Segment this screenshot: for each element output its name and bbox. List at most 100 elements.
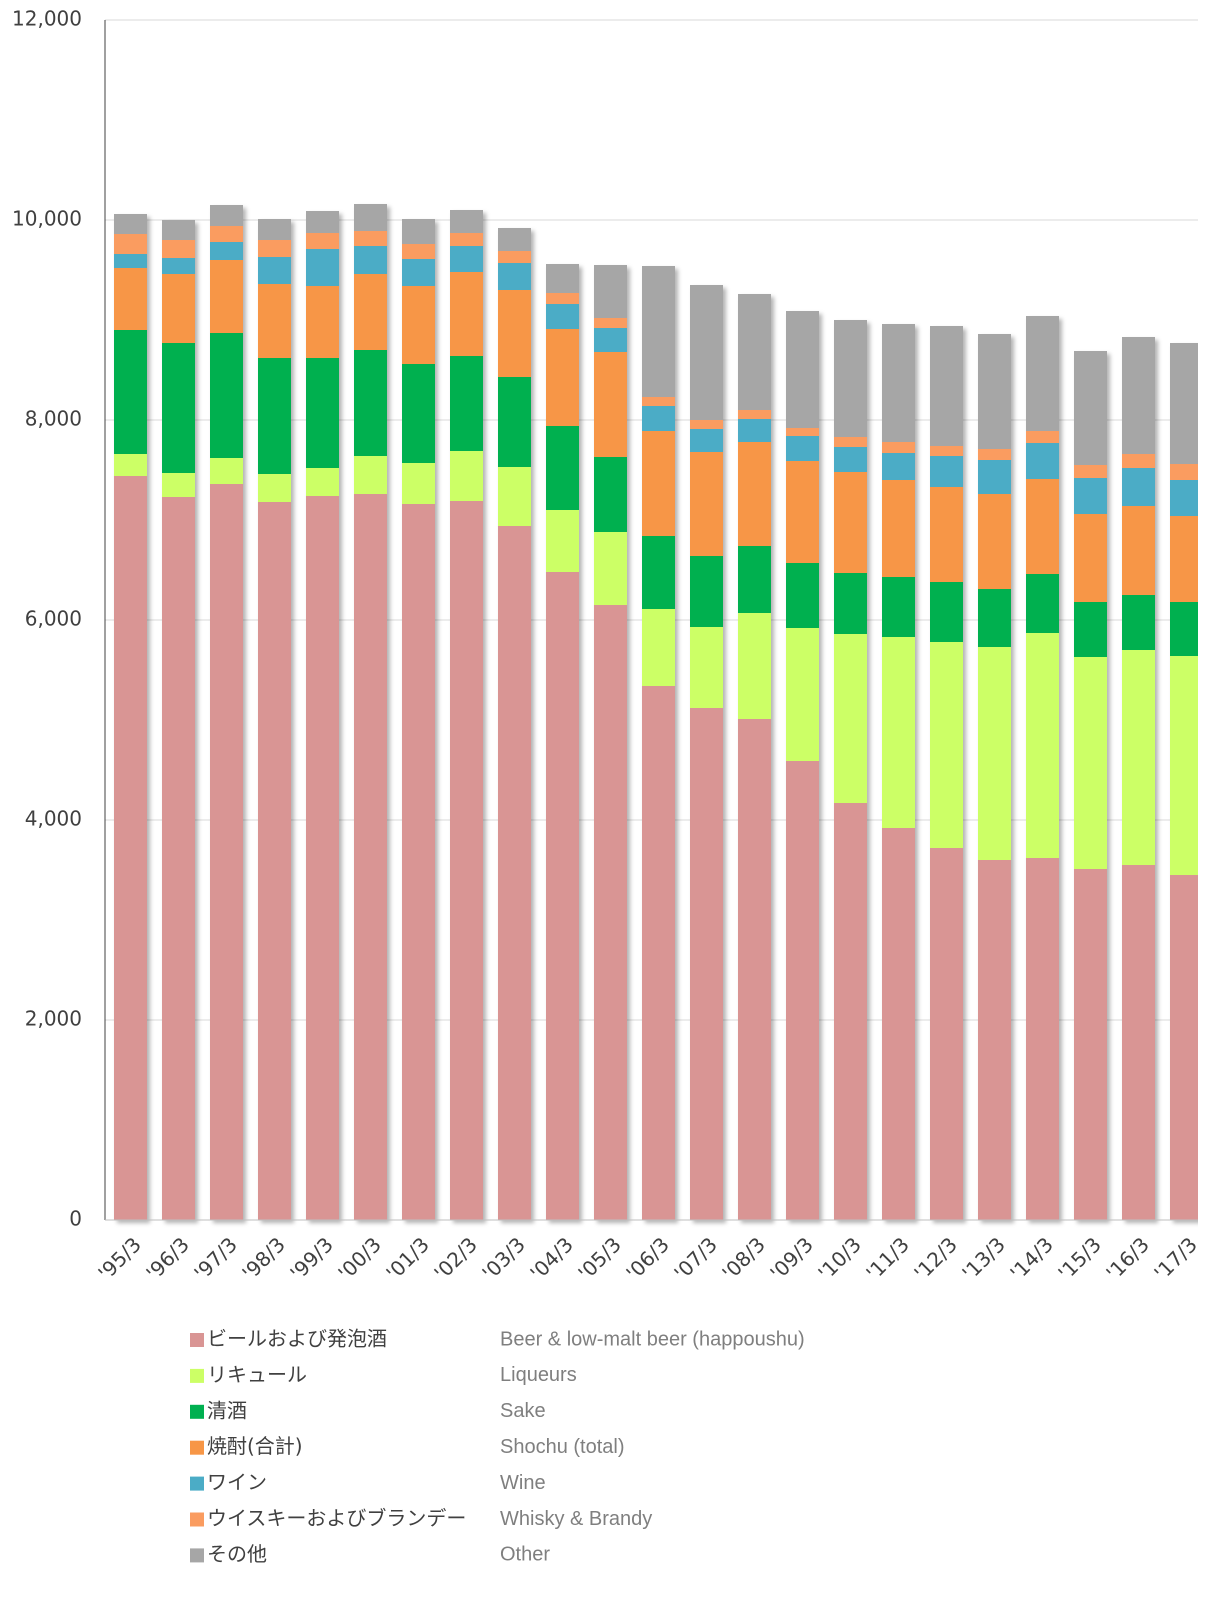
bar-segment	[882, 577, 915, 637]
bar-segment	[258, 284, 291, 358]
bar-segment	[642, 536, 675, 609]
bar-segment	[258, 219, 291, 240]
bar-stack	[402, 219, 435, 1220]
x-tick-label: '00/3	[333, 1232, 386, 1285]
bar-segment	[978, 589, 1011, 647]
bar-segment	[210, 333, 243, 458]
bar-segment	[1122, 595, 1155, 650]
bar-segment	[1074, 602, 1107, 657]
bar-segment	[690, 420, 723, 429]
bar-segment	[1170, 875, 1198, 1220]
bar-segment	[498, 467, 531, 526]
bar-segment	[450, 246, 483, 272]
bar-segment	[1122, 650, 1155, 865]
bar-segment	[642, 266, 675, 397]
bar-stack	[450, 210, 483, 1220]
bar-segment	[978, 647, 1011, 860]
bar-segment	[882, 442, 915, 453]
bar-segment	[1026, 479, 1059, 574]
bar-segment	[594, 318, 627, 328]
y-tick-label: 8,000	[25, 407, 82, 431]
bar-segment	[1026, 443, 1059, 479]
bar-stack	[258, 219, 291, 1220]
bar-segment	[546, 293, 579, 304]
bar-segment	[450, 501, 483, 1220]
bar-segment	[402, 219, 435, 244]
bar-segment	[1074, 351, 1107, 465]
legend-label: ワイン	[207, 1470, 267, 1494]
bar-segment	[546, 329, 579, 426]
legend-swatch	[190, 1404, 204, 1419]
bar-segment	[1170, 656, 1198, 875]
bar-segment	[210, 205, 243, 226]
bar-segment	[258, 257, 291, 284]
bar-segment	[594, 328, 627, 352]
bar-segment	[978, 494, 1011, 589]
bar-segment	[114, 234, 147, 254]
bar-segment	[450, 356, 483, 451]
bar-segment	[114, 214, 147, 234]
bar-segment	[930, 446, 963, 456]
bar-segment	[978, 449, 1011, 460]
y-tick-label: 12,000	[12, 7, 82, 31]
bar-segment	[834, 803, 867, 1220]
bar-segment	[738, 294, 771, 410]
x-tick-label: '03/3	[477, 1232, 530, 1285]
legend-label-en: Wine	[500, 1472, 546, 1494]
x-tick-label: '01/3	[381, 1232, 434, 1285]
legend-label-en: Liqueurs	[500, 1364, 577, 1386]
bar-segment	[210, 242, 243, 260]
bar-segment	[258, 240, 291, 257]
bar-segment	[450, 451, 483, 501]
bar-segment	[882, 480, 915, 577]
bar-segment	[210, 484, 243, 1220]
y-tick-label: 10,000	[12, 207, 82, 231]
bar-segment	[738, 719, 771, 1220]
bar-stack	[738, 294, 771, 1220]
bar-segment	[1026, 858, 1059, 1220]
bar-segment	[786, 628, 819, 761]
bar-segment	[1074, 465, 1107, 478]
legend-swatch	[190, 1368, 204, 1383]
legend-swatch	[190, 1512, 204, 1527]
bar-segment	[114, 454, 147, 476]
bar-segment	[690, 708, 723, 1220]
legend-swatch	[190, 1476, 204, 1491]
bar-stack	[1026, 316, 1059, 1220]
bar-segment	[786, 563, 819, 628]
x-tick-label: '02/3	[429, 1232, 482, 1285]
bar-segment	[210, 226, 243, 242]
bar-segment	[978, 334, 1011, 449]
bar-segment	[1170, 602, 1198, 656]
bar-segment	[738, 410, 771, 419]
bar-segment	[1026, 316, 1059, 431]
bar-segment	[978, 860, 1011, 1220]
legend-swatch	[190, 1333, 204, 1347]
bar-segment	[498, 377, 531, 467]
bar-segment	[306, 233, 339, 249]
bar-segment	[354, 274, 387, 350]
bar-segment	[642, 431, 675, 536]
bar-segment	[1122, 454, 1155, 468]
bar-segment	[546, 510, 579, 572]
legend-label: ウイスキーおよびブランデー	[207, 1506, 466, 1530]
x-tick-label: '95/3	[93, 1232, 146, 1285]
legend-label: ビールおよび発泡酒	[207, 1327, 387, 1351]
bar-segment	[642, 406, 675, 431]
bar-segment	[114, 476, 147, 1220]
bar-segment	[1170, 516, 1198, 602]
bar-segment	[1026, 431, 1059, 443]
bar-segment	[498, 290, 531, 377]
bar-segment	[642, 686, 675, 1220]
legend-swatch	[190, 1440, 204, 1455]
bar-segment	[834, 472, 867, 573]
bar-segment	[306, 249, 339, 286]
bar-stack	[786, 311, 819, 1220]
bar-segment	[786, 461, 819, 563]
bar-stack	[114, 214, 147, 1220]
bar-segment	[402, 364, 435, 463]
bar-segment	[930, 456, 963, 487]
bar-segment	[354, 246, 387, 274]
bar-segment	[786, 311, 819, 428]
legend-label-en: Sake	[500, 1400, 546, 1422]
